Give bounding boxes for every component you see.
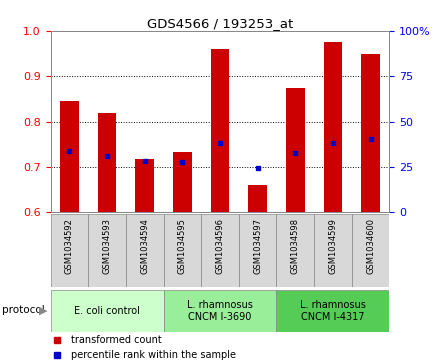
Bar (60, 101, 79, 212)
Text: GSM1034594: GSM1034594 (140, 218, 149, 274)
Bar (88, 214, 126, 287)
Text: GSM1034600: GSM1034600 (366, 218, 375, 274)
Bar (98, 113, 117, 212)
Text: GSM1034598: GSM1034598 (291, 218, 300, 274)
Text: L. rhamnosus
CNCM I-4317: L. rhamnosus CNCM I-4317 (300, 301, 366, 322)
Text: protocol: protocol (2, 305, 45, 315)
Text: GSM1034596: GSM1034596 (216, 218, 224, 274)
Text: percentile rank within the sample: percentile rank within the sample (71, 350, 236, 360)
Bar (361, 53, 380, 212)
Bar (51, 214, 88, 287)
Text: GSM1034595: GSM1034595 (178, 218, 187, 274)
Bar (314, 214, 352, 287)
Title: GDS4566 / 193253_at: GDS4566 / 193253_at (147, 17, 293, 30)
Bar (201, 214, 239, 287)
Bar (323, 42, 342, 212)
Text: GSM1034592: GSM1034592 (65, 218, 74, 274)
Text: ▶: ▶ (39, 305, 47, 315)
Text: GSM1034593: GSM1034593 (103, 218, 112, 274)
Bar (352, 214, 389, 287)
Bar (51, 290, 164, 332)
Bar (164, 290, 276, 332)
Bar (211, 49, 229, 212)
Bar (276, 214, 314, 287)
Text: GSM1034597: GSM1034597 (253, 218, 262, 274)
Bar (164, 214, 201, 287)
Bar (126, 214, 164, 287)
Text: transformed count: transformed count (71, 335, 161, 345)
Bar (136, 159, 154, 212)
Text: E. coli control: E. coli control (74, 306, 140, 316)
Bar (239, 214, 276, 287)
Bar (248, 185, 267, 212)
Bar (276, 290, 389, 332)
Text: GSM1034599: GSM1034599 (328, 218, 337, 274)
Bar (173, 152, 192, 212)
Bar (286, 87, 305, 212)
Text: L. rhamnosus
CNCM I-3690: L. rhamnosus CNCM I-3690 (187, 301, 253, 322)
